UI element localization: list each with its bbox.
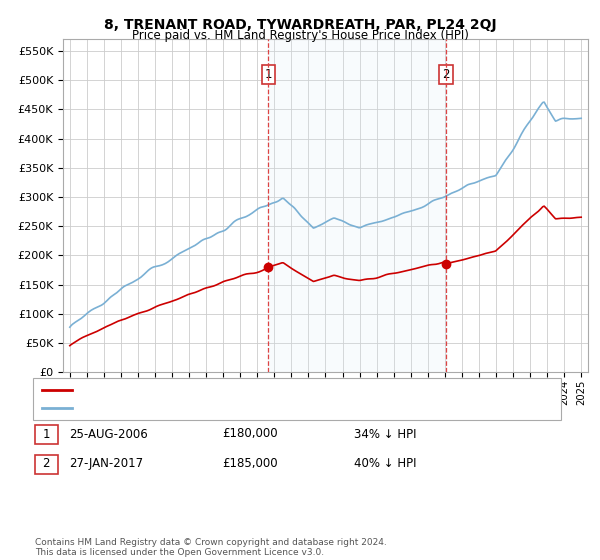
Text: 1: 1 [265, 68, 272, 81]
Text: 2: 2 [43, 457, 50, 470]
Text: 34% ↓ HPI: 34% ↓ HPI [354, 427, 416, 441]
Text: 27-JAN-2017: 27-JAN-2017 [69, 457, 143, 470]
Text: Price paid vs. HM Land Registry's House Price Index (HPI): Price paid vs. HM Land Registry's House … [131, 29, 469, 42]
Text: 25-AUG-2006: 25-AUG-2006 [69, 427, 148, 441]
Text: £180,000: £180,000 [222, 427, 278, 441]
Text: 2: 2 [442, 68, 450, 81]
Text: 8, TRENANT ROAD, TYWARDREATH, PAR, PL24 2QJ: 8, TRENANT ROAD, TYWARDREATH, PAR, PL24 … [104, 18, 496, 32]
Text: 1: 1 [43, 427, 50, 441]
Text: £185,000: £185,000 [222, 457, 278, 470]
Text: 40% ↓ HPI: 40% ↓ HPI [354, 457, 416, 470]
Text: HPI: Average price, detached house, Cornwall: HPI: Average price, detached house, Corn… [78, 403, 328, 413]
Bar [268, 39, 446, 372]
Text: Contains HM Land Registry data © Crown copyright and database right 2024.
This d: Contains HM Land Registry data © Crown c… [35, 538, 386, 557]
Text: 8, TRENANT ROAD, TYWARDREATH, PAR, PL24 2QJ (detached house): 8, TRENANT ROAD, TYWARDREATH, PAR, PL24 … [78, 385, 452, 395]
